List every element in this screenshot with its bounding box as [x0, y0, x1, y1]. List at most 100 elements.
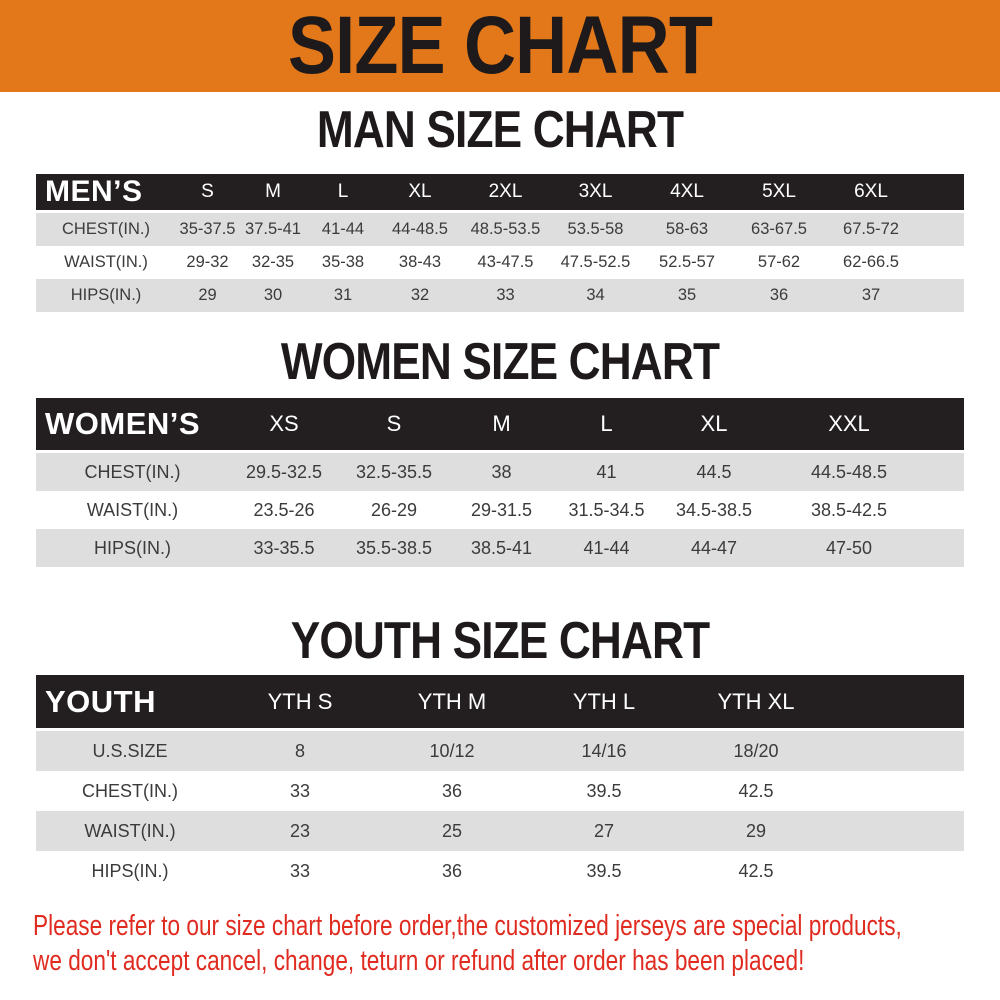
size-header-cell: XXL [769, 398, 929, 453]
women-section-heading: WOMEN SIZE CHART [280, 333, 720, 391]
size-value-cell: 23 [224, 811, 376, 851]
row-label-cell: WAIST(IN.) [86, 499, 179, 520]
size-value-cell: 42.5 [738, 780, 774, 801]
filler-cell [929, 453, 964, 491]
filler-cell [832, 771, 964, 811]
table-row: CHEST(IN.) 33 36 39.5 42.5 [36, 771, 964, 811]
size-header-cell: M [449, 398, 554, 453]
table-row: HIPS(IN.) 29 30 31 32 33 34 35 36 37 [36, 279, 964, 312]
row-label-cell: WAIST(IN.) [36, 811, 224, 851]
size-value-cell: 32-35 [251, 253, 295, 271]
size-value-cell: 44.5-48.5 [769, 453, 929, 491]
table-row: WAIST(IN.) 29-32 32-35 35-38 38-43 43-47.5 47.… [36, 246, 964, 279]
filler-cell [832, 675, 964, 731]
size-value-cell: 30 [239, 279, 307, 312]
size-value-cell: 35-37.5 [176, 213, 239, 246]
row-label-cell: WAIST(IN.) [64, 253, 148, 271]
size-value-cell: 31 [307, 279, 379, 312]
size-header-cell: S [176, 174, 239, 213]
size-value-cell: 47.5-52.5 [560, 253, 631, 271]
table-row: WAIST(IN.) 23 25 27 29 [36, 811, 964, 851]
table-row: WAIST(IN.) 23.5-26 26-29 29-31.5 31.5-34.5 34… [36, 491, 964, 529]
size-value-cell: 48.5-53.5 [461, 213, 550, 246]
filler-cell [832, 851, 964, 891]
size-value-cell: 37 [825, 279, 917, 312]
header-row: WOMEN’S XS S M L XL XXL [36, 398, 964, 453]
size-header-cell: XL [379, 174, 461, 213]
size-header-cell: XS [229, 398, 339, 453]
size-value-cell: 34 [550, 279, 641, 312]
size-header-cell: YTH S [224, 675, 376, 731]
size-value-cell: 36 [441, 860, 463, 881]
size-value-cell: 14/16 [528, 731, 680, 771]
size-value-cell: 18/20 [680, 731, 832, 771]
size-value-cell: 27 [528, 811, 680, 851]
size-value-cell: 41-44 [554, 529, 659, 567]
disclaimer-line-1: Please refer to our size chart before or… [33, 910, 902, 942]
size-header-cell: L [307, 174, 379, 213]
size-value-cell: 41-44 [307, 213, 379, 246]
men-section-heading: MAN SIZE CHART [316, 101, 684, 159]
disclaimer-line-2: we don't accept cancel, change, teturn o… [33, 945, 805, 977]
size-header-cell: 2XL [461, 174, 550, 213]
row-label-cell: HIPS(IN.) [36, 529, 229, 567]
size-value-cell: 29 [680, 811, 832, 851]
size-header-cell: M [239, 174, 307, 213]
table-row: HIPS(IN.) 33-35.5 35.5-38.5 38.5-41 41-44 44-… [36, 529, 964, 567]
table-title-cell: WOMEN’S [36, 398, 229, 453]
filler-cell [832, 731, 964, 771]
size-header-cell: 4XL [641, 174, 733, 213]
table-title-cell: MEN’S [36, 174, 176, 213]
size-value-cell: 29 [176, 279, 239, 312]
header-row: YOUTH YTH S YTH M YTH L YTH XL [36, 675, 964, 731]
size-value-cell: 36 [733, 279, 825, 312]
size-value-cell: 62-66.5 [843, 253, 899, 271]
size-value-cell: 29.5-32.5 [229, 453, 339, 491]
filler-cell [917, 279, 964, 312]
size-header-cell: XL [659, 398, 769, 453]
size-header-cell: YTH L [528, 675, 680, 731]
size-value-cell: 53.5-58 [550, 213, 641, 246]
row-label-cell: CHEST(IN.) [82, 780, 178, 801]
size-value-cell: 39.5 [586, 780, 622, 801]
size-value-cell: 38-43 [398, 253, 442, 271]
size-value-cell: 35 [641, 279, 733, 312]
size-value-cell: 33-35.5 [229, 529, 339, 567]
youth-size-table: YOUTH YTH S YTH M YTH L YTH XL U.S.SIZE 8 10/12… [36, 675, 964, 891]
size-value-cell: 38.5-41 [449, 529, 554, 567]
size-value-cell: 23.5-26 [253, 499, 315, 520]
page-title: SIZE CHART [287, 0, 713, 91]
size-value-cell: 57-62 [757, 253, 801, 271]
table-row: CHEST(IN.) 35-37.5 37.5-41 41-44 44-48.5 48.5… [36, 213, 964, 246]
filler-cell [917, 246, 964, 279]
size-value-cell: 33 [289, 860, 311, 881]
size-value-cell: 36 [441, 780, 463, 801]
size-header-cell: YTH XL [680, 675, 832, 731]
table-title-cell: YOUTH [36, 675, 224, 731]
women-size-table: WOMEN’S XS S M L XL XXL CHEST(IN.) 29.5-32.5 32.5… [36, 398, 964, 567]
size-value-cell: 38 [449, 453, 554, 491]
row-label-cell: HIPS(IN.) [91, 860, 169, 881]
size-value-cell: 58-63 [641, 213, 733, 246]
filler-cell [929, 491, 964, 529]
size-value-cell: 35-38 [321, 253, 365, 271]
table-row: CHEST(IN.) 29.5-32.5 32.5-35.5 38 41 44.5 44.5… [36, 453, 964, 491]
table-row: HIPS(IN.) 33 36 39.5 42.5 [36, 851, 964, 891]
size-value-cell: 67.5-72 [825, 213, 917, 246]
table-row: U.S.SIZE 8 10/12 14/16 18/20 [36, 731, 964, 771]
row-label-cell: U.S.SIZE [36, 731, 224, 771]
size-header-cell: S [339, 398, 449, 453]
youth-section-heading: YOUTH SIZE CHART [290, 612, 710, 670]
size-value-cell: 8 [224, 731, 376, 771]
size-header-cell: YTH M [376, 675, 528, 731]
size-header-cell: 3XL [550, 174, 641, 213]
size-value-cell: 52.5-57 [659, 253, 715, 271]
filler-cell [917, 174, 964, 213]
size-header-cell: 5XL [733, 174, 825, 213]
filler-cell [917, 213, 964, 246]
size-value-cell: 37.5-41 [239, 213, 307, 246]
row-label-cell: CHEST(IN.) [36, 453, 229, 491]
size-chart-banner: SIZE CHART [0, 0, 1000, 92]
size-value-cell: 44-48.5 [379, 213, 461, 246]
size-value-cell: 29-31.5 [470, 499, 533, 520]
